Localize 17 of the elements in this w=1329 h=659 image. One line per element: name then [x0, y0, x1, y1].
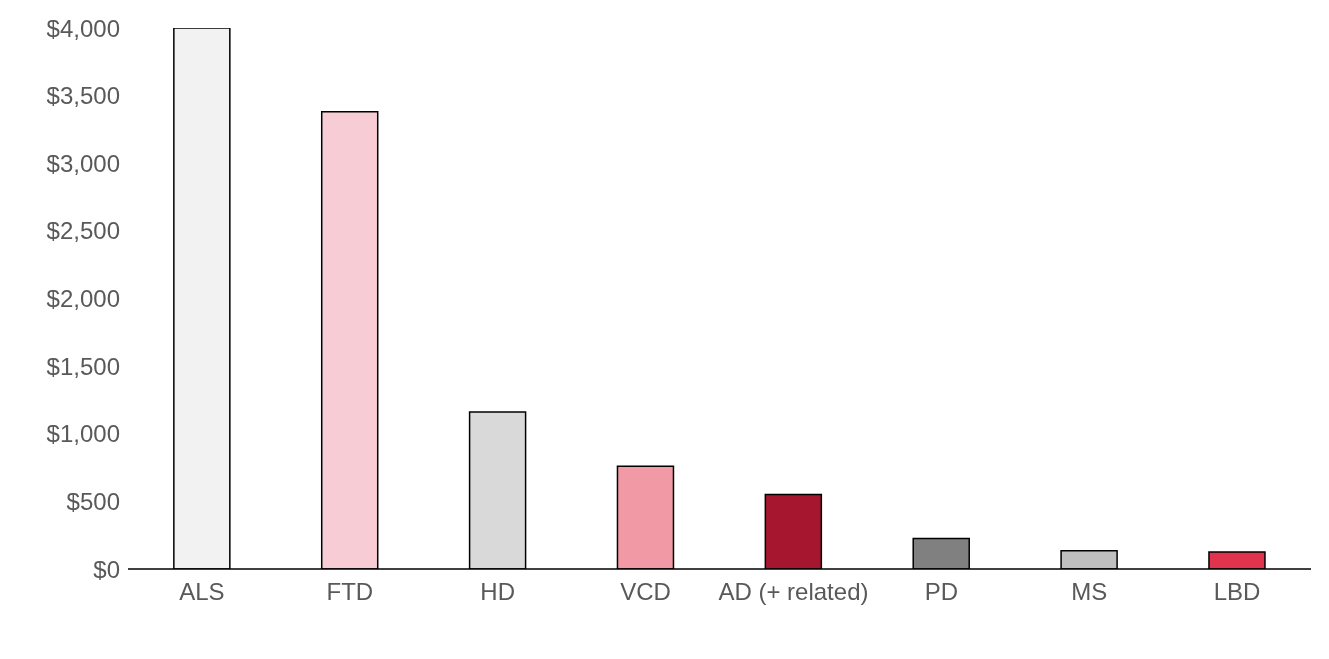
y-tick-label: $0: [93, 555, 120, 583]
y-tick-label: $3,500: [46, 82, 120, 110]
x-tick-label: HD: [480, 578, 516, 606]
x-tick-label: VCD: [620, 578, 671, 606]
y-tick-label: $3,000: [46, 149, 120, 177]
y-tick-label: $2,500: [46, 217, 120, 245]
x-tick-label: ALS: [179, 578, 225, 606]
y-tick-label: $2,000: [46, 285, 120, 313]
y-tick-label: $1,000: [46, 420, 120, 448]
x-tick-label: AD (+ related): [718, 578, 869, 606]
y-tick-label: $4,000: [46, 14, 120, 42]
x-tick-label: MS: [1071, 578, 1108, 606]
y-tick-label: $1,500: [46, 352, 120, 380]
x-tick-label: FTD: [326, 578, 374, 606]
y-tick-label: $500: [66, 487, 120, 515]
x-tick-label: PD: [924, 578, 958, 606]
x-tick-label: LBD: [1213, 578, 1261, 606]
